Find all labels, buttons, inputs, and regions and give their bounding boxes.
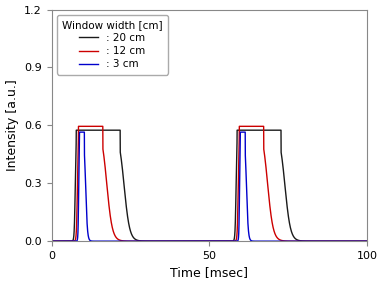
: 20 cm: (5.98, 0): 20 cm: (5.98, 0) xyxy=(68,239,73,243)
: 20 cm: (4.14, 0): 20 cm: (4.14, 0) xyxy=(62,239,67,243)
: 20 cm: (19.6, 0.575): 20 cm: (19.6, 0.575) xyxy=(111,129,116,132)
: 3 cm: (4.14, 0): 3 cm: (4.14, 0) xyxy=(62,239,67,243)
: 3 cm: (19.6, 0): 3 cm: (19.6, 0) xyxy=(111,239,116,243)
: 20 cm: (0.45, 0): 20 cm: (0.45, 0) xyxy=(51,239,55,243)
: 12 cm: (0, 0): 12 cm: (0, 0) xyxy=(49,239,54,243)
Line: : 3 cm: : 3 cm xyxy=(52,132,367,241)
Line: : 12 cm: : 12 cm xyxy=(52,126,367,241)
Line: : 20 cm: : 20 cm xyxy=(52,130,367,241)
: 12 cm: (100, 0): 12 cm: (100, 0) xyxy=(365,239,369,243)
: 12 cm: (94.7, 0): 12 cm: (94.7, 0) xyxy=(348,239,353,243)
Legend: : 20 cm, : 12 cm, : 3 cm: : 20 cm, : 12 cm, : 3 cm xyxy=(57,15,168,75)
: 20 cm: (7.8, 0.575): 20 cm: (7.8, 0.575) xyxy=(74,129,79,132)
: 3 cm: (94.7, 0): 3 cm: (94.7, 0) xyxy=(348,239,353,243)
: 12 cm: (0.45, 0): 12 cm: (0.45, 0) xyxy=(51,239,55,243)
: 3 cm: (0.45, 0): 3 cm: (0.45, 0) xyxy=(51,239,55,243)
: 20 cm: (94.7, 0): 20 cm: (94.7, 0) xyxy=(348,239,353,243)
: 3 cm: (8.8, 0.565): 3 cm: (8.8, 0.565) xyxy=(77,131,82,134)
: 12 cm: (4.14, 0): 12 cm: (4.14, 0) xyxy=(62,239,67,243)
: 20 cm: (48.9, 0): 20 cm: (48.9, 0) xyxy=(203,239,208,243)
: 3 cm: (100, 0): 3 cm: (100, 0) xyxy=(365,239,369,243)
X-axis label: Time [msec]: Time [msec] xyxy=(170,266,248,280)
: 20 cm: (100, 0): 20 cm: (100, 0) xyxy=(365,239,369,243)
Y-axis label: Intensity [a.u.]: Intensity [a.u.] xyxy=(6,80,18,171)
: 12 cm: (19.6, 0.0489): 12 cm: (19.6, 0.0489) xyxy=(111,230,116,233)
: 3 cm: (48.9, 0): 3 cm: (48.9, 0) xyxy=(203,239,208,243)
: 12 cm: (5.98, 0): 12 cm: (5.98, 0) xyxy=(68,239,73,243)
: 12 cm: (48.9, 0): 12 cm: (48.9, 0) xyxy=(203,239,208,243)
: 12 cm: (8.5, 0.595): 12 cm: (8.5, 0.595) xyxy=(76,125,81,128)
: 20 cm: (0, 0): 20 cm: (0, 0) xyxy=(49,239,54,243)
: 3 cm: (0, 0): 3 cm: (0, 0) xyxy=(49,239,54,243)
: 3 cm: (5.98, 0): 3 cm: (5.98, 0) xyxy=(68,239,73,243)
